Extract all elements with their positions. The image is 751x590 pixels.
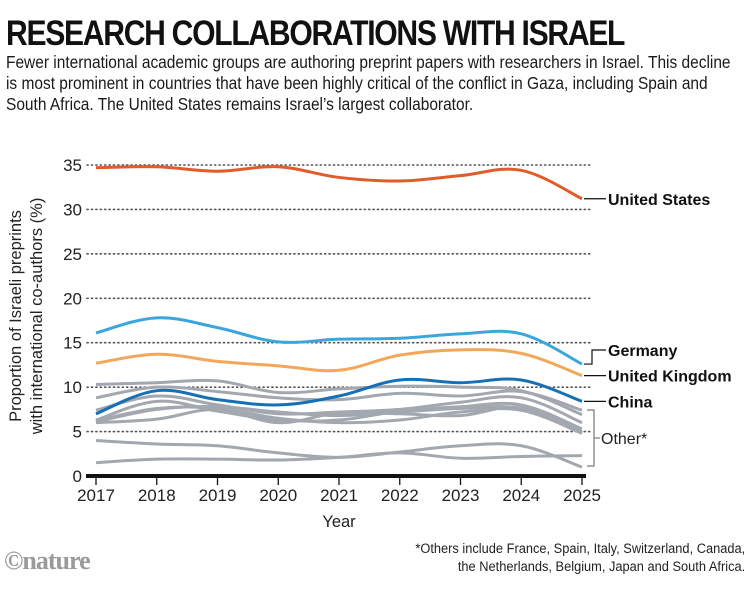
series-labels: United States Germany United Kingdom China O… [584, 192, 732, 467]
nature-logo: ©nature [4, 546, 91, 575]
y-tick-label: 10 [63, 378, 82, 397]
chart-title: RESEARCH COLLABORATIONS WITH ISRAEL [6, 14, 625, 53]
x-tick-label: 2021 [320, 486, 358, 505]
chart-subtitle: Fewer international academic groups are … [6, 52, 731, 114]
series-label-united-states: United States [608, 192, 710, 209]
x-tick-label: 2025 [563, 486, 601, 505]
y-tick-label: 15 [63, 334, 82, 353]
series-line-united-states [95, 165, 583, 201]
series-line-united-kingdom [95, 348, 583, 377]
x-axis: 2017 2018 2019 2020 2021 2022 2023 2024 2025 [77, 474, 601, 505]
series-line-china [95, 377, 583, 416]
x-tick-label: 2019 [199, 486, 237, 505]
x-tick-label: 2022 [381, 486, 419, 505]
y-axis-title-line2: with international co-authors (%) [28, 198, 46, 436]
series-line-other-7 [95, 405, 583, 435]
series-label-united-kingdom: United Kingdom [608, 369, 732, 386]
series-line-other-4 [95, 399, 583, 431]
x-tick-label: 2024 [502, 486, 540, 505]
other-series-lines [95, 378, 583, 469]
bracket-other [587, 409, 595, 467]
leader-line-germany [584, 349, 606, 365]
y-tick-label: 30 [63, 200, 82, 219]
footnote-line-1: *Others include France, Spain, Italy, Sw… [415, 541, 745, 556]
y-tick-label: 5 [73, 423, 82, 442]
x-tick-label: 2018 [138, 486, 176, 505]
y-tick-label: 35 [63, 156, 82, 175]
y-axis-ticks: 0 5 10 15 20 25 30 35 [63, 156, 82, 486]
series-label-china: China [608, 394, 653, 411]
series-line-germany [95, 316, 583, 366]
y-tick-label: 25 [63, 245, 82, 264]
x-tick-label: 2023 [442, 486, 480, 505]
series-line-other-2 [95, 385, 583, 412]
y-axis-title-line1: Proportion of Israeli preprints [7, 210, 25, 422]
x-tick-label: 2017 [77, 486, 115, 505]
series-label-germany: Germany [608, 343, 677, 360]
series-label-other: Other* [601, 431, 647, 448]
highlight-series-lines [95, 165, 583, 416]
y-tick-label: 20 [63, 289, 82, 308]
series-line-other-8 [95, 438, 583, 469]
x-tick-label: 2020 [259, 486, 297, 505]
footnote: *Others include France, Spain, Italy, Sw… [415, 540, 745, 576]
series-line-other-9 [95, 451, 583, 465]
footnote-line-2: the Netherlands, Belgium, Japan and Sout… [457, 559, 745, 574]
y-tick-label: 0 [73, 467, 82, 486]
series-line-other-1 [95, 378, 583, 417]
series-line-other-6 [95, 405, 583, 434]
x-axis-title: Year [322, 513, 356, 531]
